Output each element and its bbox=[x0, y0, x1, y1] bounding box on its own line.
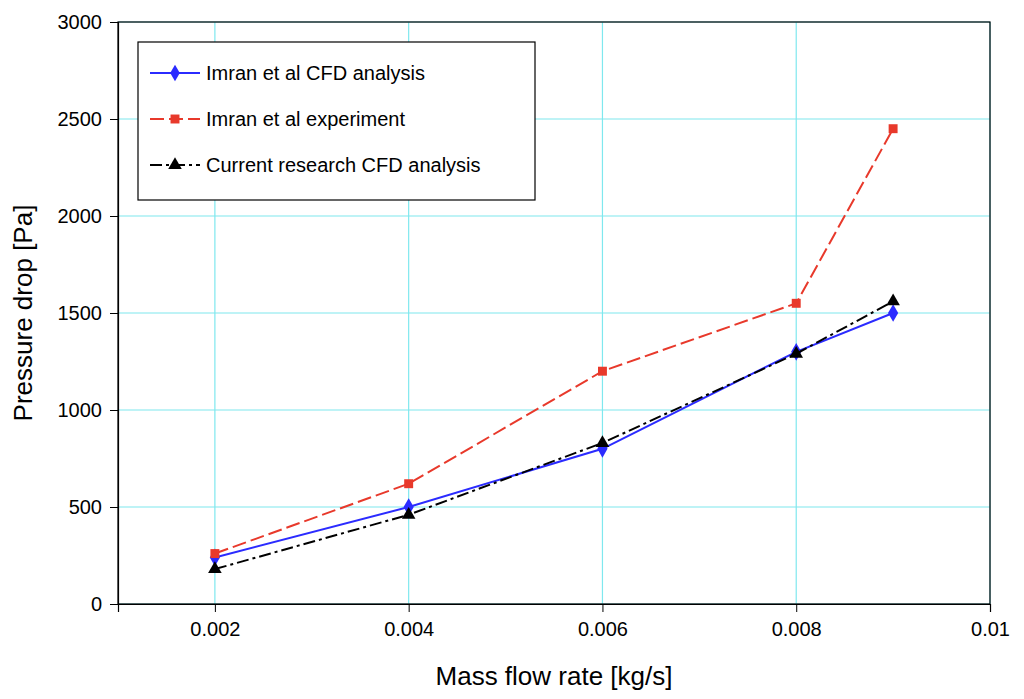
x-tick-mark bbox=[215, 604, 216, 612]
y-tick-label: 1500 bbox=[58, 302, 103, 324]
x-tick-label: 0.004 bbox=[384, 618, 434, 640]
x-tick: 0.004 bbox=[384, 604, 434, 640]
legend-item: Imran et al CFD analysis bbox=[150, 62, 425, 84]
series-marker bbox=[792, 299, 801, 308]
x-axis-line bbox=[119, 605, 991, 613]
y-axis-title: Pressure drop [Pa] bbox=[8, 205, 38, 422]
legend-label: Imran et al experiment bbox=[206, 108, 405, 130]
y-tick: 500 bbox=[69, 496, 118, 518]
x-axis: 0.002 0.004 0.006 0.008 0.01 bbox=[119, 604, 1010, 640]
plot-frame bbox=[118, 22, 990, 604]
series-marker bbox=[598, 367, 607, 376]
series-marker bbox=[404, 479, 413, 488]
y-tick-mark bbox=[110, 410, 118, 411]
y-tick: 2500 bbox=[58, 108, 119, 130]
y-tick-mark bbox=[110, 216, 118, 217]
y-axis: 0 500 1000 1500 2000 2500 3000 bbox=[58, 11, 119, 615]
x-axis-title: Mass flow rate [kg/s] bbox=[436, 661, 673, 691]
grid-line-y bbox=[118, 506, 990, 507]
y-axis-line bbox=[110, 23, 119, 605]
y-tick-mark bbox=[110, 119, 118, 120]
series-marker bbox=[789, 346, 803, 358]
chart: 0.002 0.004 0.006 0.008 0.01 0 500 1000 1500 2000… bbox=[0, 0, 1024, 699]
x-tick-mark bbox=[409, 604, 410, 612]
x-tick-mark bbox=[602, 604, 603, 612]
legend-marker bbox=[170, 65, 180, 82]
y-tick-label: 500 bbox=[69, 496, 102, 518]
grid-line-y bbox=[118, 215, 990, 216]
series-marker bbox=[889, 124, 898, 133]
y-tick-mark bbox=[110, 507, 118, 508]
series-marker bbox=[402, 507, 416, 519]
plot: 0.002 0.004 0.006 0.008 0.01 0 500 1000 1500 2000… bbox=[58, 11, 1010, 640]
x-tick-mark bbox=[990, 604, 991, 612]
legend: Imran et al CFD analysis Imran et al expe… bbox=[138, 42, 535, 200]
series-marker bbox=[886, 294, 900, 306]
x-tick: 0.01 bbox=[971, 604, 1010, 640]
legend-box bbox=[138, 42, 535, 200]
y-tick-label: 2500 bbox=[58, 108, 103, 130]
series-marker bbox=[208, 561, 222, 573]
y-tick-label: 3000 bbox=[58, 11, 103, 33]
y-tick-mark bbox=[110, 22, 118, 23]
grid-line-y bbox=[118, 409, 990, 410]
x-tick: 0.008 bbox=[772, 604, 822, 640]
x-tick-label: 0.002 bbox=[190, 618, 240, 640]
x-tick-label: 0.008 bbox=[772, 618, 822, 640]
y-tick: 2000 bbox=[58, 205, 119, 227]
y-tick-label: 2000 bbox=[58, 205, 103, 227]
y-tick: 1000 bbox=[58, 399, 119, 421]
x-tick-label: 0.006 bbox=[578, 618, 628, 640]
y-tick-label: 0 bbox=[91, 593, 102, 615]
x-tick-label: 0.01 bbox=[971, 618, 1010, 640]
y-tick: 3000 bbox=[58, 11, 119, 33]
legend-label: Current research CFD analysis bbox=[206, 154, 481, 176]
y-tick-label: 1000 bbox=[58, 399, 103, 421]
x-tick: 0.006 bbox=[578, 604, 628, 640]
legend-label: Imran et al CFD analysis bbox=[206, 62, 425, 84]
x-tick: 0.002 bbox=[190, 604, 240, 640]
y-tick: 1500 bbox=[58, 302, 119, 324]
series-line bbox=[215, 313, 893, 557]
x-tick-mark bbox=[796, 604, 797, 612]
legend-marker bbox=[168, 157, 182, 169]
legend-item: Imran et al experiment bbox=[150, 108, 405, 130]
series-marker bbox=[210, 549, 219, 558]
series-marker bbox=[596, 435, 610, 447]
series-line bbox=[215, 301, 893, 569]
y-tick-mark bbox=[110, 313, 118, 314]
legend-marker bbox=[171, 115, 180, 124]
grid-line-y bbox=[118, 312, 990, 313]
series-marker bbox=[888, 304, 898, 322]
y-tick-mark bbox=[110, 604, 118, 605]
grid bbox=[118, 22, 990, 604]
y-tick: 0 bbox=[91, 593, 118, 615]
legend-item: Current research CFD analysis bbox=[150, 154, 481, 176]
